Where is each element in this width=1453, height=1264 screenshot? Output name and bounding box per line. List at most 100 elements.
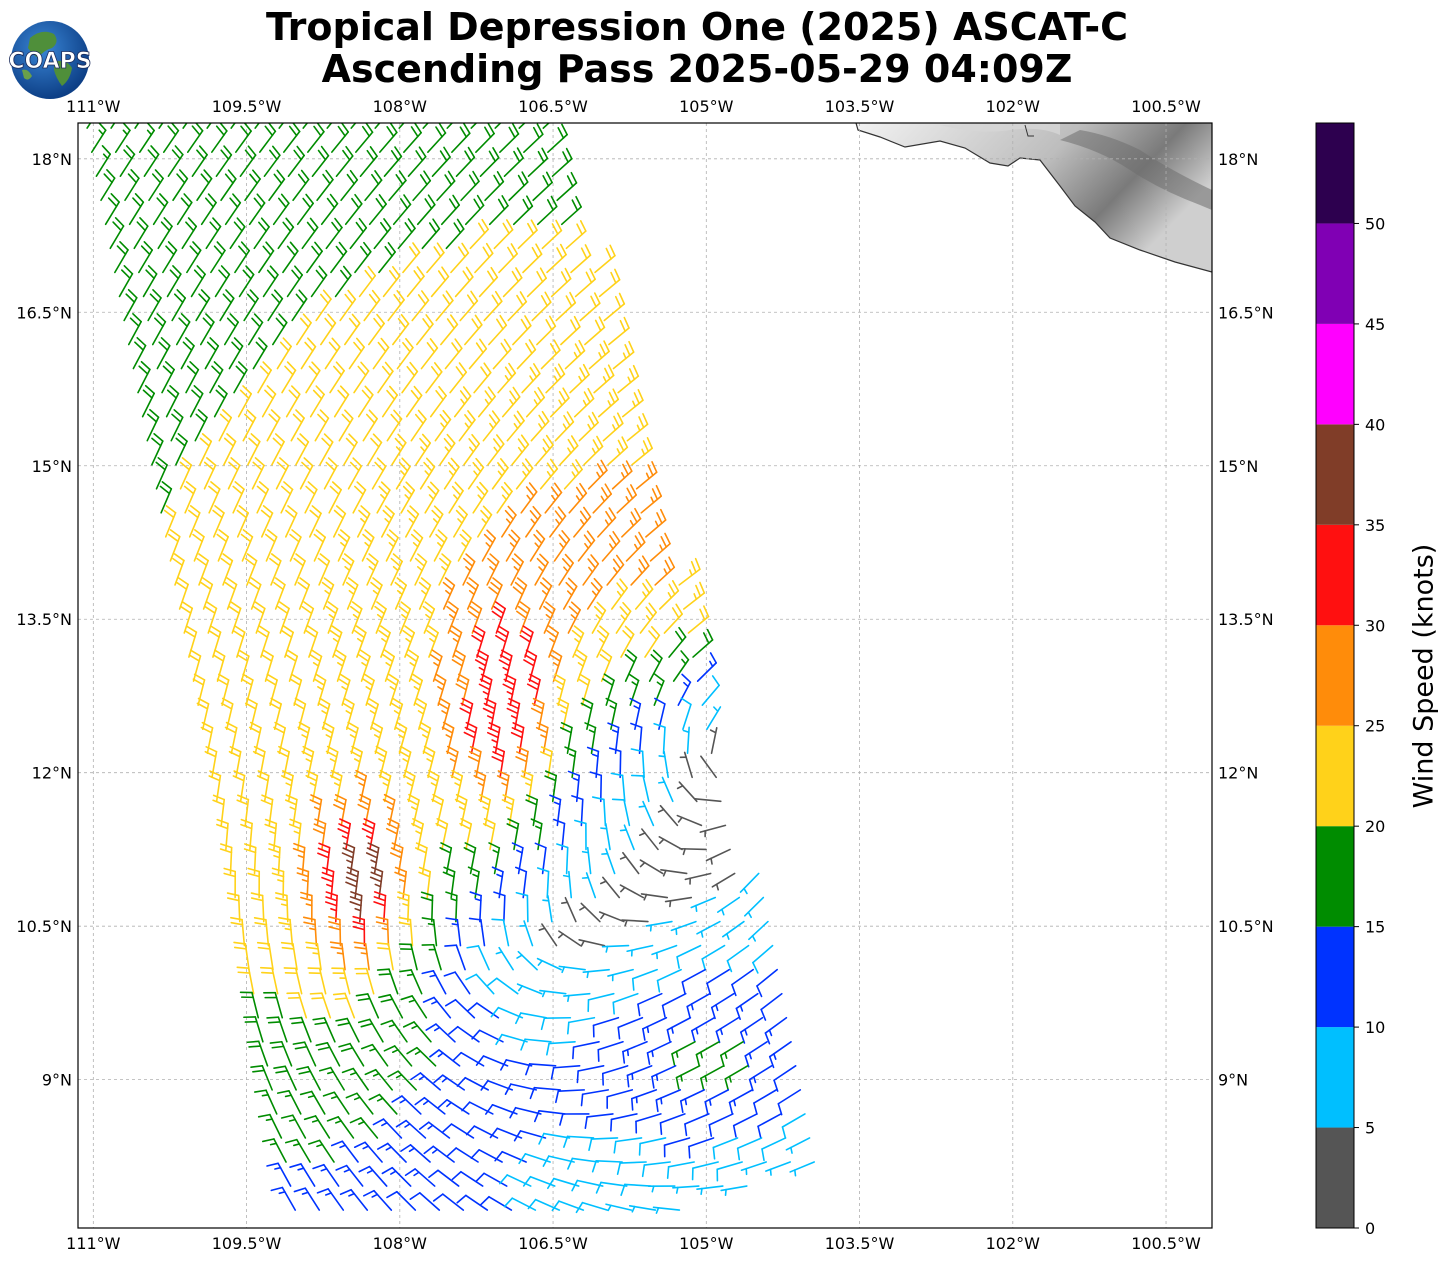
wind-barb [550, 1065, 581, 1080]
wind-barb [557, 930, 582, 947]
wind-barb [236, 649, 250, 682]
wind-barb [344, 313, 361, 346]
wind-barb [119, 145, 136, 178]
wind-barb [402, 769, 416, 803]
wind-barb [182, 123, 188, 129]
wind-barb [273, 577, 286, 610]
wind-barb [508, 171, 529, 202]
wind-barb [321, 721, 335, 755]
lat-tick-label-left: 9°N [42, 1071, 72, 1090]
wind-barb [732, 1113, 758, 1138]
wind-barb [649, 532, 671, 562]
wind-barb [297, 721, 311, 755]
wind-barb [348, 337, 365, 370]
wind-barb [325, 217, 343, 250]
wind-barb [212, 649, 226, 682]
wind-barb [284, 1138, 311, 1163]
wind-barb [467, 745, 482, 779]
wind-barb [300, 891, 313, 923]
wind-barb [352, 481, 367, 514]
wind-barb [694, 797, 722, 803]
wind-barb [216, 529, 229, 562]
wind-barb [546, 1040, 576, 1056]
wind-barb [280, 1114, 307, 1139]
wind-barb [152, 193, 169, 226]
wind-barb [400, 1144, 431, 1163]
wind-barb [307, 967, 327, 995]
wind-barb [647, 1185, 676, 1193]
lat-tick-label-left: 15°N [32, 457, 72, 476]
wind-barb [462, 553, 476, 586]
wind-barb [410, 409, 427, 442]
wind-barb [487, 434, 505, 466]
wind-barb [422, 601, 436, 634]
wind-barb [591, 601, 607, 634]
wind-barb [410, 1072, 441, 1091]
wind-barb [672, 1185, 700, 1194]
wind-barb [370, 577, 383, 610]
wind-barb [581, 846, 592, 875]
wind-barb [569, 363, 590, 394]
wind-barb [546, 243, 567, 274]
wind-barb [272, 193, 290, 226]
lat-tick-label-left: 12°N [32, 764, 72, 783]
wind-barb [251, 457, 265, 490]
wind-barb [574, 819, 587, 851]
lat-tick-label-right: 9°N [1218, 1071, 1248, 1090]
wind-barb [493, 891, 506, 923]
wind-barb [303, 1115, 331, 1139]
lon-tick-label-bottom: 106.5°W [518, 1234, 588, 1253]
wind-barb [657, 804, 679, 827]
logo-text: COAPS [8, 49, 91, 74]
wind-barb [699, 824, 727, 838]
wind-barb [110, 123, 116, 129]
wind-barb [443, 971, 471, 995]
wind-barb [223, 867, 237, 899]
wind-barb [610, 772, 626, 803]
wind-barb [559, 435, 579, 466]
wind-barb [497, 362, 517, 394]
lat-tick-label-left: 18°N [32, 150, 72, 169]
wind-barb [376, 942, 394, 971]
wind-barb [200, 721, 214, 755]
wind-barb [377, 1142, 407, 1163]
wind-barb [132, 336, 147, 370]
colorbar-tick-label: 50 [1365, 214, 1385, 233]
wind-barb [455, 146, 476, 178]
wind-barb [560, 195, 582, 226]
wind-barb [263, 145, 281, 178]
wind-barb [209, 361, 224, 394]
wind-barb [248, 577, 262, 610]
wind-barb [448, 1025, 480, 1043]
wind-barb [536, 867, 550, 899]
colorbar-tick-label: 0 [1365, 1219, 1375, 1238]
wind-barb [361, 529, 375, 562]
wind-barb [491, 746, 505, 779]
wind-barb [331, 967, 351, 995]
wind-barb [428, 1169, 460, 1187]
wind-barb [398, 601, 412, 634]
wind-barb [495, 625, 510, 658]
wind-barb [381, 385, 399, 418]
wind-barb [598, 268, 621, 298]
wind-barb [309, 649, 323, 682]
wind-barb [563, 1135, 595, 1148]
wind-barb [380, 1019, 408, 1043]
wind-barb [606, 1089, 634, 1109]
wind-barb [451, 1170, 484, 1187]
wind-barb [615, 601, 632, 634]
wind-barb [151, 432, 164, 466]
wind-barb [588, 1137, 619, 1152]
wind-barb [777, 1089, 802, 1116]
wind-barb [261, 1138, 287, 1163]
wind-barb [523, 123, 544, 153]
wind-barb [338, 409, 354, 442]
wind-barb [453, 386, 472, 418]
wind-barb [341, 1067, 369, 1091]
wind-barb [381, 505, 395, 538]
wind-barb [491, 601, 506, 634]
wind-barb [607, 436, 629, 466]
wind-barb [396, 337, 414, 370]
plot-frame [77, 122, 1213, 1229]
wind-barb [223, 313, 239, 346]
